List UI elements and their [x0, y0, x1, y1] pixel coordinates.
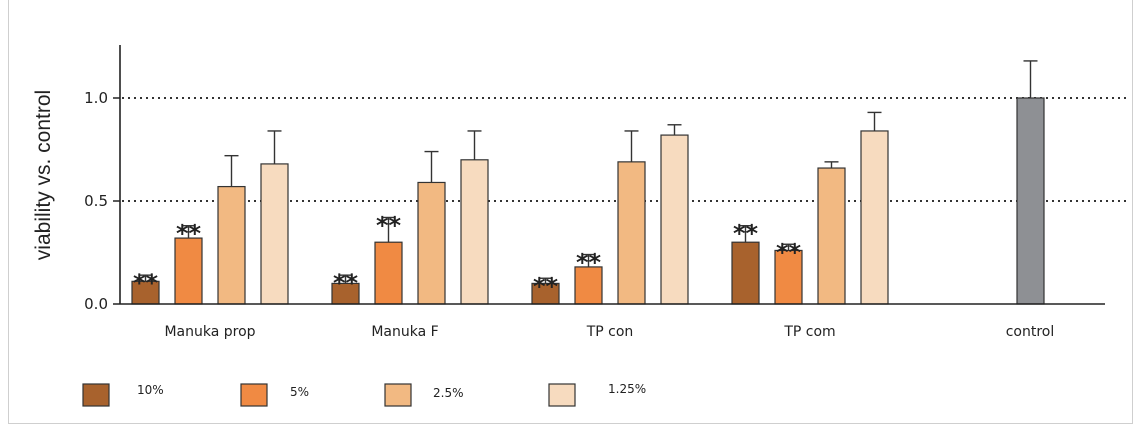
bar-10pct-3	[731, 241, 760, 305]
significance-mark: **	[133, 269, 159, 297]
chart-frame	[8, 0, 1133, 424]
legend-label: 10%	[137, 383, 164, 397]
legend-label: 5%	[290, 385, 309, 399]
bar-2-5pct-0	[217, 185, 246, 305]
significance-mark: **	[376, 211, 402, 239]
bar-5pct-2	[574, 266, 603, 305]
bar-5pct-1	[374, 241, 403, 305]
significance-mark: **	[333, 269, 359, 297]
legend-swatch	[548, 383, 576, 407]
legend-swatch	[82, 383, 110, 407]
bar-2-5pct-3	[817, 167, 846, 305]
legend-swatch	[240, 383, 268, 407]
y-axis-label: viability vs. control	[32, 90, 55, 260]
bar-control	[1016, 97, 1045, 305]
y-ticks: 0.0 0.5 1.0	[84, 89, 120, 313]
bar-2-5pct-2	[617, 161, 646, 305]
y-tick-label: 0.0	[84, 295, 108, 313]
y-tick-label: 1.0	[84, 89, 108, 107]
bar-1-25pct-2	[660, 134, 689, 305]
category-label: TP com	[783, 324, 835, 340]
category-label: Manuka prop	[164, 324, 255, 340]
significance-mark: **	[533, 272, 559, 300]
legend: 10% 5% 2.5% 1.25%	[82, 382, 646, 407]
bar-5pct-3	[774, 249, 803, 305]
category-label: Manuka F	[371, 324, 438, 340]
legend-label: 2.5%	[433, 386, 464, 400]
category-label: control	[1006, 324, 1055, 340]
legend-label: 1.25%	[608, 382, 646, 396]
error-bars	[138, 60, 1038, 284]
category-label: TP con	[586, 324, 634, 340]
significance-mark: **	[733, 220, 759, 248]
significance-marks: ** ** ** ** ** ** ** **	[133, 211, 802, 300]
bar-1-25pct-0	[260, 163, 289, 305]
bar-2-5pct-1	[417, 181, 446, 305]
significance-mark: **	[176, 220, 202, 248]
significance-mark: **	[776, 238, 802, 266]
significance-mark: **	[576, 249, 602, 277]
y-tick-label: 0.5	[84, 192, 108, 210]
legend-swatch	[384, 383, 412, 407]
x-category-labels: Manuka prop Manuka F TP con TP com control	[164, 324, 1054, 340]
bar-5pct-0	[174, 237, 203, 305]
bar-1-25pct-1	[460, 159, 489, 305]
bar-1-25pct-3	[860, 130, 889, 305]
